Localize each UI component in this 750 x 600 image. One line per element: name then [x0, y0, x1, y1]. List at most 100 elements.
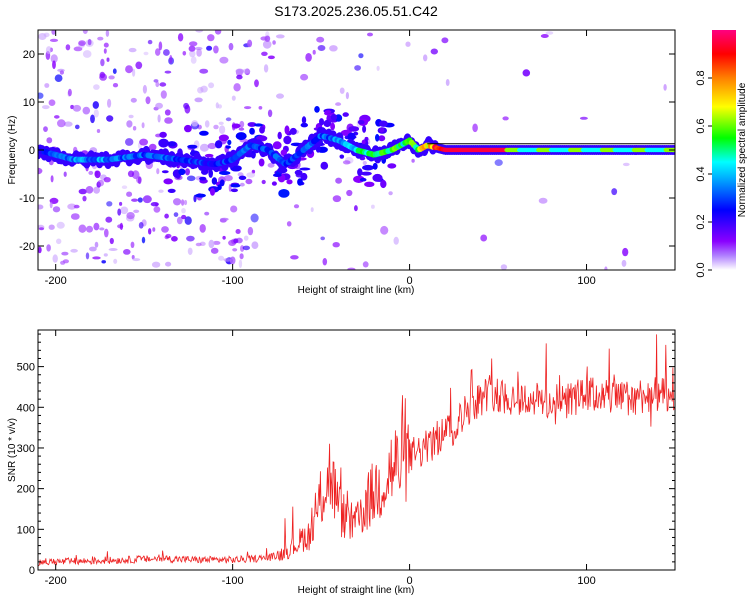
spectrogram-scatter-blob	[259, 126, 265, 134]
spectrogram-noise-blob	[231, 95, 236, 101]
spectrogram-noise-blob	[48, 224, 55, 230]
spectrogram-noise-blob	[494, 159, 503, 167]
spectrogram-noise-blob	[215, 102, 219, 109]
spectrogram-noise-blob	[158, 189, 164, 193]
spectrogram-noise-blob	[103, 177, 111, 183]
spectrogram-scatter-blob	[277, 131, 282, 140]
spectrogram-scatter-blob	[204, 153, 214, 158]
spectrogram-noise-blob	[96, 129, 101, 133]
spectrogram-noise-blob	[163, 49, 170, 56]
spectrogram-y-axis-label: Frequency (Hz)	[7, 116, 18, 185]
spectrogram-scatter-blob	[195, 193, 206, 198]
spectrogram-noise-blob	[290, 255, 299, 260]
snr-panel: -200 -100 0 100 0 100 200 300 400 500 Height of s…	[7, 329, 676, 596]
spectrogram-noise-blob	[235, 229, 241, 234]
spectrogram-scatter-blob	[214, 140, 223, 149]
spectrogram-noise-blob	[208, 82, 215, 89]
spectrogram-noise-blob	[214, 30, 222, 35]
spectrogram-noise-blob	[237, 172, 244, 177]
spectrogram-noise-blob	[261, 179, 266, 185]
spectrogram-noise-blob	[207, 142, 217, 150]
spectrogram-noise-blob	[213, 45, 219, 54]
spectrogram-noise-blob	[93, 186, 100, 194]
spectrogram-noise-blob	[579, 116, 588, 120]
spectrogram-noise-blob	[190, 56, 197, 64]
spectrogram-noise-blob	[48, 99, 56, 106]
spectrogram-noise-blob	[445, 79, 450, 86]
spectrogram-noise-blob	[94, 170, 101, 179]
spectrogram-noise-blob	[158, 41, 163, 51]
spectrogram-noise-blob	[329, 45, 338, 52]
spectrogram-noise-blob	[312, 49, 316, 55]
snr-y-axis-label: SNR (10 * v/v)	[7, 418, 18, 482]
spectrogram-scatter-blob	[372, 162, 378, 170]
spectrogram-noise-blob	[358, 53, 364, 59]
spectrogram-noise-blob	[131, 255, 135, 260]
spectrogram-noise-blob	[120, 206, 129, 215]
spectrogram-noise-blob	[119, 201, 123, 206]
spectrogram-noise-blob	[472, 123, 478, 133]
spectrogram-noise-blob	[99, 227, 105, 231]
spectrogram-noise-blob	[125, 65, 133, 74]
spectrogram-noise-blob	[411, 158, 415, 163]
spectrogram-noise-blob	[293, 204, 300, 209]
spectrogram-scatter-blob	[208, 169, 213, 178]
spectrogram-noise-blob	[82, 106, 91, 115]
spectrogram-noise-blob	[52, 254, 58, 263]
snr-marks	[38, 334, 675, 566]
spectrogram-noise-blob	[109, 237, 114, 245]
spectrogram-noise-blob	[225, 117, 232, 122]
spectrogram-noise-blob	[97, 179, 105, 187]
spectrogram-noise-blob	[97, 36, 104, 41]
spectrogram-noise-blob	[82, 30, 88, 34]
spectrogram-noise-blob	[128, 47, 137, 53]
spectrogram-noise-blob	[63, 171, 67, 177]
spectrogram-noise-blob	[250, 213, 259, 223]
spectrogram-noise-blob	[246, 172, 256, 178]
spectrogram-noise-blob	[143, 51, 149, 56]
spectrogram-noise-blob	[46, 137, 53, 144]
spectrogram-noise-blob	[181, 199, 185, 206]
spectrogram-scatter-blob	[348, 126, 360, 132]
spectrogram-noise-blob	[50, 175, 54, 183]
spectrogram-noise-blob	[342, 160, 351, 165]
spectrogram-scatter-blob	[271, 181, 277, 186]
spectrogram-noise-blob	[38, 246, 42, 254]
spectrogram-scatter-blob	[231, 123, 241, 129]
spectrogram-scatter-blob	[218, 171, 231, 175]
spectrogram-noise-blob	[267, 162, 275, 168]
spectrogram-noise-blob	[222, 235, 226, 240]
spectrogram-noise-blob	[286, 221, 292, 227]
spectrogram-noise-blob	[93, 222, 100, 231]
spectrogram-noise-blob	[155, 202, 159, 207]
spectrogram-noise-blob	[182, 51, 187, 56]
spectrogram-noise-blob	[99, 71, 106, 79]
spectrogram-noise-blob	[100, 58, 105, 67]
spectrogram-noise-blob	[195, 30, 204, 33]
spectrogram-scatter-blob	[184, 124, 192, 133]
snr-y-tick-label: 200	[17, 484, 35, 496]
snr-axes: -200 -100 0 100 0 100 200 300 400 500	[17, 330, 675, 587]
spectrogram-noise-blob	[139, 138, 149, 146]
spectrogram-noise-blob	[238, 127, 245, 131]
spectrogram-noise-blob	[56, 238, 62, 245]
spectrogram-noise-blob	[393, 236, 399, 245]
snr-y-tick-label: 500	[17, 362, 35, 374]
spectrogram-noise-blob	[622, 247, 629, 257]
spectrogram-noise-blob	[70, 248, 78, 253]
spectrogram-noise-blob	[480, 234, 488, 242]
spectrogram-scatter-blob	[178, 168, 186, 176]
spectrogram-noise-blob	[339, 87, 345, 94]
spectrogram-scatter-blob	[167, 188, 176, 193]
spectrogram-noise-blob	[46, 244, 51, 252]
spectrogram-noise-blob	[317, 45, 326, 51]
snr-x-tick-label: -100	[222, 575, 244, 587]
spectrogram-noise-blob	[236, 74, 243, 80]
spectrogram-noise-blob	[148, 228, 152, 235]
spectrogram-scatter-blob	[283, 135, 292, 145]
spectrogram-noise-blob	[218, 121, 224, 126]
snr-x-axis-label: Height of straight line (km)	[298, 585, 415, 596]
spectrogram-noise-blob	[148, 143, 157, 151]
spectrogram-scatter-blob	[300, 122, 308, 128]
